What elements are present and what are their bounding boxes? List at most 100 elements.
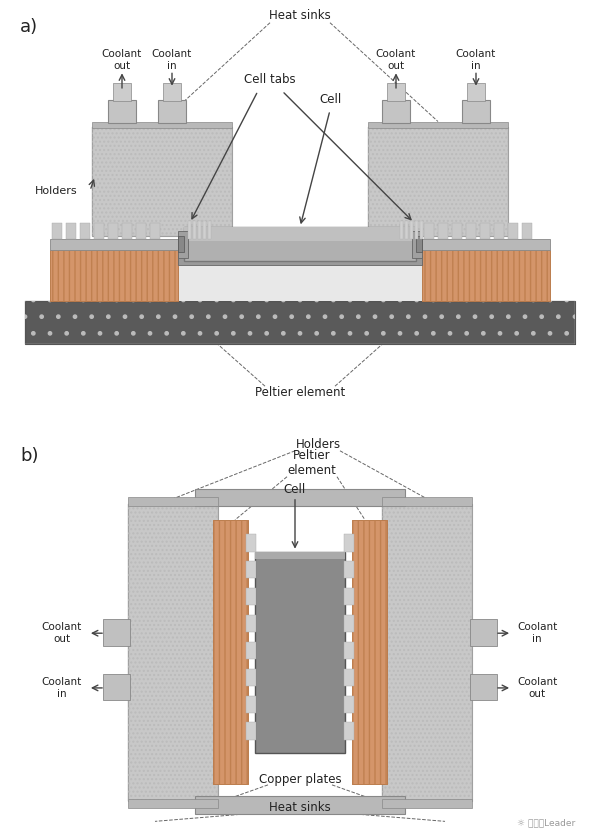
Bar (103, 673, 130, 701)
Bar (136, 222, 146, 238)
Bar (103, 619, 130, 646)
Bar (184, 227, 416, 261)
Bar (246, 561, 256, 579)
Bar (255, 552, 345, 559)
Bar (387, 83, 405, 101)
Bar (163, 83, 181, 101)
Bar (193, 222, 196, 238)
Bar (246, 642, 256, 659)
Bar (382, 497, 472, 505)
Bar (195, 797, 405, 813)
Bar (92, 121, 232, 129)
Bar (50, 238, 178, 250)
Bar (246, 615, 256, 632)
Bar (178, 231, 188, 258)
Bar (128, 504, 218, 801)
Bar (522, 222, 532, 238)
Bar (188, 222, 191, 238)
Bar (382, 100, 410, 123)
Bar (113, 83, 131, 101)
Text: Peltier
element: Peltier element (287, 449, 337, 477)
Text: ☼ 新能源Leader: ☼ 新能源Leader (517, 818, 575, 828)
Text: a): a) (20, 18, 38, 37)
Text: Coolant
out: Coolant out (376, 49, 416, 71)
Bar (80, 222, 90, 238)
Bar (368, 127, 508, 237)
Text: Coolant
in: Coolant in (42, 676, 82, 699)
Bar (470, 619, 497, 646)
Bar (344, 669, 354, 686)
Bar (184, 227, 416, 241)
Bar (50, 250, 178, 301)
Bar (246, 588, 256, 605)
Bar (158, 100, 186, 123)
Bar (480, 222, 490, 238)
Bar (92, 127, 232, 237)
Bar (352, 520, 387, 784)
Bar (108, 222, 118, 238)
Bar (470, 673, 497, 701)
Bar (424, 222, 434, 238)
Text: Coolant
out: Coolant out (517, 676, 557, 699)
Bar (352, 520, 387, 784)
Bar (344, 561, 354, 579)
Bar (422, 250, 550, 301)
Bar (246, 722, 256, 740)
Text: Cell tabs: Cell tabs (244, 73, 296, 86)
Bar (382, 504, 472, 801)
Bar (382, 504, 472, 801)
Text: Cell: Cell (284, 483, 306, 496)
Bar (344, 588, 354, 605)
Text: Holders: Holders (35, 186, 77, 196)
Bar (246, 696, 256, 713)
Text: Holders: Holders (295, 437, 341, 451)
Bar (438, 222, 448, 238)
Bar (25, 301, 575, 344)
Bar (213, 520, 248, 784)
Bar (416, 237, 422, 252)
Bar (178, 233, 422, 301)
Text: b): b) (20, 447, 38, 465)
Bar (344, 642, 354, 659)
Bar (108, 100, 136, 123)
Bar (198, 222, 201, 238)
Text: Peltier element: Peltier element (255, 387, 345, 399)
Text: Copper plates: Copper plates (259, 773, 341, 786)
Text: Coolant
out: Coolant out (42, 622, 82, 644)
Bar (94, 222, 104, 238)
Bar (452, 222, 462, 238)
Bar (52, 222, 62, 238)
Bar (246, 669, 256, 686)
Bar (508, 222, 518, 238)
Bar (178, 237, 184, 252)
Bar (344, 722, 354, 740)
Bar (494, 222, 504, 238)
Text: Heat sinks: Heat sinks (269, 802, 331, 814)
Bar (255, 552, 345, 753)
Bar (203, 222, 206, 238)
Bar (195, 489, 405, 506)
Bar (150, 222, 160, 238)
Bar (410, 222, 413, 238)
Text: Heat sinks: Heat sinks (269, 9, 331, 22)
Bar (405, 222, 408, 238)
Bar (66, 222, 76, 238)
Bar (420, 222, 423, 238)
Bar (128, 504, 218, 801)
Bar (368, 127, 508, 237)
Bar (128, 497, 218, 505)
Bar (213, 520, 248, 784)
Text: Coolant
in: Coolant in (456, 49, 496, 71)
Bar (128, 799, 218, 808)
Text: Coolant
out: Coolant out (102, 49, 142, 71)
Bar (467, 83, 485, 101)
Text: Coolant
in: Coolant in (517, 622, 557, 644)
Bar (344, 696, 354, 713)
Bar (344, 535, 354, 552)
Bar (246, 535, 256, 552)
Bar (422, 250, 550, 301)
Text: Coolant
in: Coolant in (152, 49, 192, 71)
Bar (412, 231, 422, 258)
Bar (382, 799, 472, 808)
Bar (466, 222, 476, 238)
